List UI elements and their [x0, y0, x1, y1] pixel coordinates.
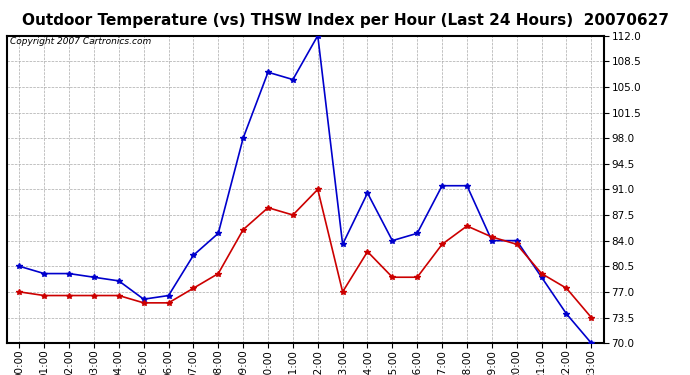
- Text: Copyright 2007 Cartronics.com: Copyright 2007 Cartronics.com: [10, 37, 151, 46]
- Text: Outdoor Temperature (vs) THSW Index per Hour (Last 24 Hours)  20070627: Outdoor Temperature (vs) THSW Index per …: [21, 13, 669, 28]
